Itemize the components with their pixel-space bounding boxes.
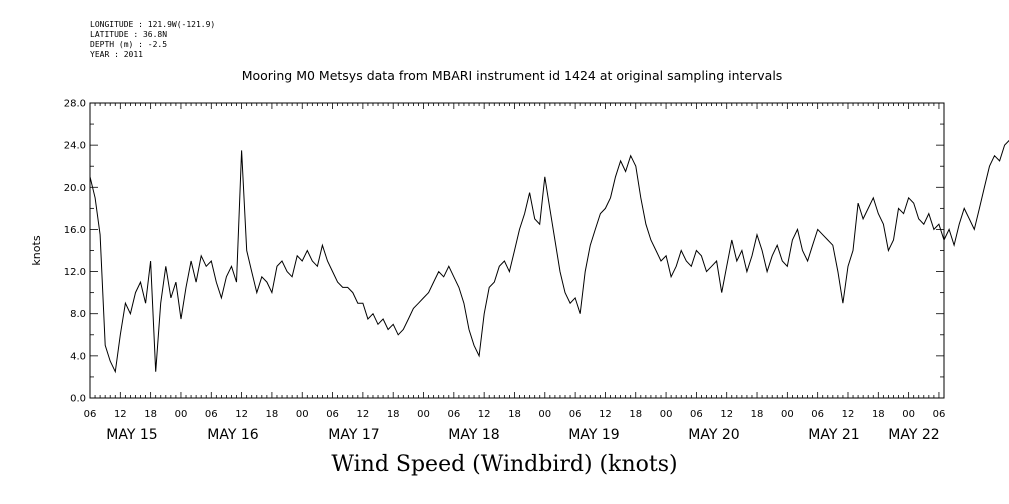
x-tick-label: 12	[357, 409, 370, 420]
x-tick-label: 00	[296, 409, 309, 420]
y-tick-label: 28.0	[64, 99, 86, 110]
x-tick-label: 06	[447, 409, 460, 420]
plot-frame	[89, 102, 945, 399]
x-tick-label: 18	[508, 409, 521, 420]
day-label: MAY 20	[688, 427, 739, 443]
x-tick-label: 06	[569, 409, 582, 420]
x-tick-label: 18	[387, 409, 400, 420]
y-axis-label: knots	[30, 235, 43, 265]
x-tick-label: 00	[781, 409, 794, 420]
y-tick-label: 16.0	[64, 225, 86, 236]
x-tick-label: 12	[842, 409, 855, 420]
x-tick-label: 12	[720, 409, 733, 420]
day-label: MAY 19	[568, 427, 619, 443]
x-tick-label: 06	[933, 409, 946, 420]
x-tick-label: 06	[205, 409, 218, 420]
y-tick-label: 0.0	[70, 394, 86, 405]
longitude-text: LONGITUDE : 121.9W(-121.9)	[90, 20, 216, 29]
x-tick-label: 12	[235, 409, 248, 420]
x-tick-label: 00	[660, 409, 673, 420]
wind-speed-line	[89, 139, 1009, 374]
day-label: MAY 16	[207, 427, 258, 443]
x-tick-label: 12	[114, 409, 127, 420]
day-label: MAY 15	[106, 427, 157, 443]
station-metadata: LONGITUDE : 121.9W(-121.9) LATITUDE : 36…	[90, 20, 215, 60]
x-tick-label: 06	[84, 409, 97, 420]
y-tick-label: 20.0	[64, 183, 86, 194]
x-tick-label: 00	[902, 409, 915, 420]
x-tick-label: 06	[326, 409, 339, 420]
x-tick-label: 18	[266, 409, 279, 420]
y-tick-label: 8.0	[70, 309, 86, 320]
day-label: MAY 22	[888, 427, 939, 443]
x-tick-label: 06	[690, 409, 703, 420]
day-label: MAY 17	[328, 427, 379, 443]
depth-text: DEPTH (m) : -2.5	[90, 40, 168, 49]
x-tick-label: 12	[599, 409, 612, 420]
y-tick-label: 12.0	[64, 267, 86, 278]
x-tick-label: 00	[175, 409, 188, 420]
chart-title: Mooring M0 Metsys data from MBARI instru…	[241, 68, 783, 83]
x-tick-label: 00	[538, 409, 551, 420]
x-tick-label: 06	[811, 409, 824, 420]
day-label: MAY 21	[808, 427, 859, 443]
x-tick-label: 12	[478, 409, 491, 420]
x-tick-label: 18	[751, 409, 764, 420]
y-tick-label: 24.0	[64, 141, 86, 152]
x-tick-label: 18	[872, 409, 885, 420]
x-tick-label: 18	[144, 409, 157, 420]
day-label: MAY 18	[448, 427, 499, 443]
chart-bottom-title: Wind Speed (Windbird) (knots)	[331, 452, 678, 477]
latitude-text: LATITUDE : 36.8N	[90, 30, 168, 39]
x-tick-label: 18	[629, 409, 642, 420]
x-tick-label: 00	[417, 409, 430, 420]
y-tick-label: 4.0	[70, 351, 86, 362]
year-text: YEAR : 2011	[90, 50, 143, 59]
